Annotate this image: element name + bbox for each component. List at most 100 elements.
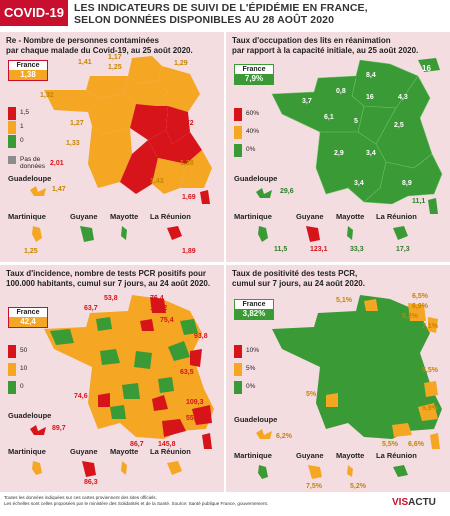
- map-value-label: 8,9: [402, 180, 412, 187]
- map-value-label: 55,2: [186, 415, 200, 422]
- map-value-label: 86,3: [84, 479, 98, 486]
- map-value-label: 109,3: [186, 399, 204, 406]
- martinique-map: [32, 461, 42, 475]
- dom-name-guadeloupe: Guadeloupe: [8, 174, 52, 183]
- map-value-label: 93,8: [194, 333, 208, 340]
- guyane-map: [80, 226, 94, 242]
- panel-title-line-2: cumul sur 7 jours, au 24 août 2020.: [232, 278, 365, 288]
- map-value-label: 0,8: [336, 88, 346, 95]
- map-value-label: 1,47: [52, 186, 66, 193]
- map-value-label: 33,3: [350, 246, 364, 253]
- legend-label: 10%: [246, 347, 260, 354]
- map-value-label: 1,33: [66, 140, 80, 147]
- region-bourgogne: [166, 106, 190, 144]
- map-value-label: 76,4: [150, 295, 164, 302]
- panel-title-line-1: Taux de positivité des tests PCR,: [232, 269, 358, 278]
- legend-swatch: [8, 107, 16, 120]
- legend-label: 0%: [246, 383, 256, 390]
- mayotte-map: [347, 226, 353, 240]
- map-value-label: 1,63: [180, 140, 194, 147]
- legend-swatch: [8, 345, 16, 358]
- region-corse: [200, 190, 210, 204]
- france-value-box: France 7,9%: [234, 64, 274, 85]
- map-value-label: 1,89: [182, 248, 196, 255]
- map-value-label: 5%: [306, 391, 317, 398]
- guadeloupe-map: [256, 429, 272, 439]
- map-value-label: 2,5: [394, 122, 404, 129]
- panel-title-line-1: Taux d'incidence, nombre de tests PCR po…: [6, 269, 207, 278]
- dom-name-guyane: Guyane: [296, 451, 324, 460]
- map-value-label: 5,2%: [402, 313, 418, 320]
- dom-name-mayotte: Mayotte: [336, 451, 365, 460]
- guyane-map: [82, 461, 96, 477]
- map-value-label: 1,32: [40, 92, 54, 99]
- dom-name-guadeloupe: Guadeloupe: [8, 411, 52, 420]
- map-value-label: 6,9%: [412, 303, 428, 310]
- dom-name-mayotte: Mayotte: [110, 447, 139, 456]
- legend-label: 50: [20, 347, 28, 354]
- france-label: France: [16, 62, 40, 69]
- dom-name-reunion: La Réunion: [376, 212, 417, 221]
- brand-logo-part: VIS: [392, 497, 409, 508]
- france-value-box: France 42,4: [8, 307, 48, 328]
- guyane-map: [308, 465, 322, 479]
- legend-label: Pas de données: [20, 156, 45, 170]
- region-nord: [128, 56, 162, 84]
- france-value: 1,38: [9, 70, 47, 80]
- map-value-label: 74,6: [74, 393, 88, 400]
- map-value-label: 1,29: [174, 60, 188, 67]
- dom-name-guadeloupe: Guadeloupe: [234, 415, 278, 424]
- region-occitanie-e: [152, 158, 186, 194]
- legend-swatch: [234, 126, 242, 139]
- map-value-label: 29,6: [280, 188, 294, 195]
- legend-swatch: [234, 144, 242, 157]
- region-paca: [180, 150, 212, 188]
- region-bretagne: [44, 90, 100, 112]
- legend-label: 5%: [246, 365, 256, 372]
- map-value-label: 75,4: [160, 317, 174, 324]
- legend-swatch: [234, 381, 242, 394]
- france-value: 3,82%: [235, 309, 273, 319]
- france-map: [44, 295, 214, 449]
- dom-name-reunion: La Réunion: [376, 451, 417, 460]
- france-value-box: France 3,82%: [234, 299, 274, 320]
- reunion-map: [167, 226, 182, 240]
- map-value-label: 53,8: [104, 295, 118, 302]
- panel-title-line-1: Taux d'occupation des lits en réanimatio…: [232, 36, 391, 45]
- brand-logo-part: ACTU: [408, 497, 436, 508]
- panel-re: Re - Nombre de personnes contaminées par…: [0, 32, 224, 262]
- map-value-label: 6,5%: [412, 293, 428, 300]
- mayotte-map: [121, 226, 127, 240]
- martinique-map: [32, 226, 42, 242]
- france-label: France: [242, 301, 266, 308]
- france-map: [272, 295, 442, 449]
- map-value-label: 2,01: [50, 160, 64, 167]
- dom-name-guyane: Guyane: [70, 212, 98, 221]
- panel-title-line-2: par chaque malade du Covid-19, au 25 aoû…: [6, 45, 193, 55]
- footer-source: Source: Santé publique France, gouvernem…: [171, 500, 269, 506]
- map-value-label: 5,5%: [422, 367, 438, 374]
- region-aquitaine: [88, 126, 132, 188]
- panel-divider: [0, 262, 450, 265]
- france-label: France: [16, 309, 40, 316]
- map-value-label: 2,9: [334, 150, 344, 157]
- map-value-label: 16: [422, 64, 431, 73]
- legend-swatch: [234, 108, 242, 121]
- guadeloupe-map: [30, 425, 46, 435]
- footer-note-text: Les échelles sont celles proposées par l…: [4, 500, 171, 506]
- martinique-map: [258, 226, 268, 242]
- map-value-label: 5,9%: [422, 405, 438, 412]
- map-value-label: 3,4: [366, 150, 376, 157]
- legend-label: 40%: [246, 128, 260, 135]
- legend-swatch: [234, 345, 242, 358]
- footer-note: Toutes les données indiquées sur ces car…: [4, 495, 157, 500]
- legend-swatch: [8, 363, 16, 376]
- legend-label: 1,5: [20, 109, 30, 116]
- map-value-label: 123,1: [310, 246, 328, 253]
- legend-swatch: [8, 156, 16, 164]
- dom-name-guyane: Guyane: [70, 447, 98, 456]
- map-value-label: 1,41: [78, 59, 92, 66]
- legend-swatch: [8, 135, 16, 148]
- dom-name-guadeloupe: Guadeloupe: [234, 174, 278, 183]
- panel-positivite: Taux de positivité des tests PCR, cumul …: [226, 265, 450, 492]
